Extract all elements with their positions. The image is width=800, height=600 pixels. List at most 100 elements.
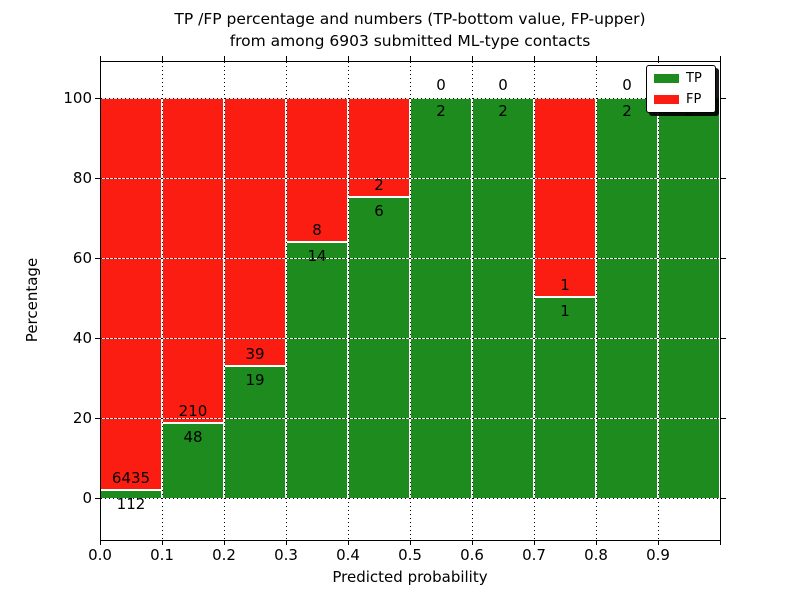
x-tick-mark xyxy=(534,541,535,545)
x-tick-mark xyxy=(596,541,597,545)
bar-fp-count-label: 2 xyxy=(374,176,384,194)
x-tick-label: 0.9 xyxy=(646,546,670,564)
grid-line-v xyxy=(534,62,535,539)
x-tick-mark xyxy=(410,56,411,61)
x-tick-mark xyxy=(472,541,473,545)
grid-line-v xyxy=(286,62,287,539)
x-tick-label: 0.7 xyxy=(522,546,546,564)
chart-title-line1: TP /FP percentage and numbers (TP-bottom… xyxy=(174,10,646,28)
bar-tp-segment xyxy=(535,298,595,498)
y-tick-label: 60 xyxy=(72,249,92,267)
y-tick-mark xyxy=(95,178,100,179)
bar-tp-count-label: 2 xyxy=(436,102,446,120)
x-tick-label: 0.3 xyxy=(274,546,298,564)
y-tick-label: 80 xyxy=(72,169,92,187)
y-tick-mark xyxy=(95,98,100,99)
bar-tp-segment xyxy=(411,98,471,498)
legend-tp-swatch-icon xyxy=(654,74,679,83)
y-tick-label: 40 xyxy=(72,329,92,347)
grid-line-v xyxy=(658,62,659,539)
y-tick-label: 0 xyxy=(82,489,92,507)
y-tick-mark xyxy=(721,338,726,339)
x-tick-mark xyxy=(162,541,163,545)
x-tick-mark xyxy=(224,56,225,61)
grid-line-v xyxy=(410,62,411,539)
x-tick-mark xyxy=(286,56,287,61)
bar-tp-count-label: 2 xyxy=(498,102,508,120)
y-tick-mark xyxy=(95,498,100,499)
grid-line-v xyxy=(348,62,349,539)
bar-tp-segment xyxy=(101,491,161,498)
bar-fp-count-label: 8 xyxy=(312,221,322,239)
y-tick-mark xyxy=(95,418,100,419)
y-tick-label: 20 xyxy=(72,409,92,427)
x-tick-mark xyxy=(348,541,349,545)
bar-fp-count-label: 0 xyxy=(622,76,632,94)
x-tick-label: 0.0 xyxy=(88,546,112,564)
grid-line-v xyxy=(224,62,225,539)
bar-tp-segment xyxy=(163,424,223,498)
legend: TP FP xyxy=(646,65,716,113)
bar-fp-count-label: 39 xyxy=(245,345,265,363)
legend-fp-swatch-icon xyxy=(654,95,679,104)
bar-tp-segment xyxy=(287,243,347,498)
x-tick-mark xyxy=(348,56,349,61)
bar-tp-count-label: 48 xyxy=(183,428,203,446)
bar-tp-count-label: 2 xyxy=(622,102,632,120)
legend-item-fp: FP xyxy=(654,93,708,106)
grid-line-v xyxy=(162,62,163,539)
bar-fp-count-label: 0 xyxy=(436,76,446,94)
bar-tp-segment xyxy=(597,98,657,498)
y-tick-mark xyxy=(95,338,100,339)
x-tick-label: 0.4 xyxy=(336,546,360,564)
x-tick-mark xyxy=(100,56,101,61)
y-tick-mark xyxy=(721,498,726,499)
legend-item-tp: TP xyxy=(654,72,708,85)
x-tick-mark xyxy=(720,541,721,545)
grid-line-v xyxy=(472,62,473,539)
chart-title: TP /FP percentage and numbers (TP-bottom… xyxy=(60,8,760,52)
y-tick-mark xyxy=(721,418,726,419)
bar-fp-count-label: 0 xyxy=(498,76,508,94)
y-tick-mark xyxy=(721,98,726,99)
bar-tp-count-label: 112 xyxy=(116,495,146,513)
x-tick-mark xyxy=(100,541,101,545)
x-tick-label: 0.6 xyxy=(460,546,484,564)
x-tick-mark xyxy=(720,56,721,61)
x-tick-mark xyxy=(410,541,411,545)
x-tick-mark xyxy=(472,56,473,61)
bar-tp-count-label: 14 xyxy=(307,247,327,265)
x-tick-label: 0.1 xyxy=(150,546,174,564)
bar-tp-segment xyxy=(225,367,285,498)
bar-fp-segment xyxy=(163,98,223,424)
grid-line-v xyxy=(596,62,597,539)
y-tick-mark xyxy=(721,258,726,259)
x-axis-label: Predicted probability xyxy=(332,568,488,586)
bar-fp-count-label: 210 xyxy=(178,402,208,420)
x-tick-mark xyxy=(658,541,659,545)
bar-fp-segment xyxy=(101,98,161,491)
bar-fp-count-label: 6435 xyxy=(111,469,151,487)
x-tick-mark xyxy=(286,541,287,545)
x-tick-mark xyxy=(658,56,659,61)
bar-tp-segment xyxy=(349,198,409,498)
y-tick-label: 100 xyxy=(63,89,92,107)
bar-tp-count-label: 19 xyxy=(245,371,265,389)
bar-tp-segment xyxy=(473,98,533,498)
bar-fp-segment xyxy=(349,98,409,198)
x-tick-label: 0.8 xyxy=(584,546,608,564)
legend-fp-label: FP xyxy=(686,92,702,107)
x-tick-mark xyxy=(162,56,163,61)
bar-fp-count-label: 1 xyxy=(560,276,570,294)
bar-tp-segment xyxy=(659,98,719,498)
bar-tp-count-label: 6 xyxy=(374,202,384,220)
y-tick-mark xyxy=(95,258,100,259)
x-tick-mark xyxy=(224,541,225,545)
x-tick-mark xyxy=(596,56,597,61)
x-tick-label: 0.5 xyxy=(398,546,422,564)
bar-fp-segment xyxy=(287,98,347,243)
legend-tp-label: TP xyxy=(686,71,702,86)
bar-fp-segment xyxy=(535,98,595,298)
x-tick-mark xyxy=(534,56,535,61)
